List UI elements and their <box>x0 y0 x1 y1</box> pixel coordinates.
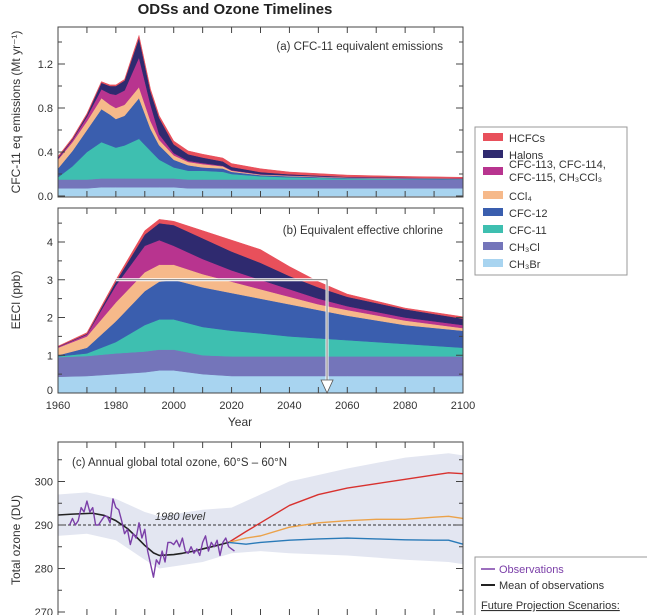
panel-c-ylabel: Total ozone (DU) <box>9 495 23 585</box>
panel-a-ylabel: CFC-11 eq emissions (Mt yr⁻¹) <box>9 31 23 194</box>
y-tick-label: 300 <box>35 477 53 489</box>
y-tick-label: 0.0 <box>38 191 53 203</box>
line-blue-scenario <box>228 537 464 545</box>
reference-line-label: 1980 level <box>155 511 206 523</box>
y-tick-label: 4 <box>47 237 53 249</box>
y-tick-label: 270 <box>35 607 53 615</box>
legend-label-ccl4: CCl₄ <box>509 191 532 203</box>
legend-observations-label: Observations <box>499 564 564 576</box>
legend-swatch-cfc-11 <box>483 225 503 233</box>
ozone-legend: Observations Mean of observations Future… <box>474 556 647 615</box>
area-ch3cl <box>57 178 464 189</box>
y-tick-label: 2 <box>47 313 53 325</box>
legend-mean-label: Mean of observations <box>499 580 605 592</box>
panel-b-eecl: 0 1 2 3 4 1960 1980 2000 2020 2040 2060 2080 2100 <box>46 207 475 412</box>
arrowhead-icon <box>320 379 334 394</box>
x-tick-label: 2020 <box>219 400 243 412</box>
y-tick-label: 0.8 <box>38 103 53 115</box>
x-tick-label: 2040 <box>277 400 301 412</box>
line-mean <box>57 512 229 557</box>
x-tick-label: 2080 <box>393 400 417 412</box>
panel-b-title: (b) Equivalent effective chlorine <box>283 225 443 237</box>
y-tick-label: 3 <box>47 275 53 287</box>
line-red-scenario <box>228 472 464 543</box>
panel-a-title: (a) CFC-11 equivalent emissions <box>276 41 443 53</box>
panel-a-emissions: 0.0 0.4 0.8 1.2 <box>38 26 464 203</box>
legend-label-cfc-113-group-line2: CFC-115, CH₃CCl₃ <box>509 172 602 184</box>
legend-label-ch3br: CH₃Br <box>509 259 541 271</box>
x-tick-label: 2060 <box>335 400 359 412</box>
legend-label-cfc-12: CFC-12 <box>509 208 548 220</box>
x-tick-label: 2100 <box>451 400 475 412</box>
legend-label-cfc-113-group: CFC-113, CFC-114, <box>509 159 606 171</box>
legend-label-ch3cl: CH₃Cl <box>509 242 540 254</box>
legend-swatch-halons <box>483 150 503 158</box>
panel-c-title: (c) Annual global total ozone, 60°S – 60… <box>72 457 287 469</box>
panel-b-ylabel: EECl (ppb) <box>9 271 23 330</box>
panel-b-xlabel: Year <box>228 415 252 429</box>
legend-swatch-cfc-113-group <box>483 167 503 175</box>
figure-title: ODSs and Ozone Timelines <box>138 1 333 18</box>
legend-swatch-hcfcs <box>483 133 503 141</box>
legend-scenarios-heading: Future Projection Scenarios: <box>481 600 620 612</box>
y-tick-label: 1 <box>47 350 53 362</box>
legend-swatch-cfc-12 <box>483 208 503 216</box>
uncertainty-band <box>58 453 463 569</box>
line-orange-scenario <box>228 515 464 544</box>
line-observations <box>68 498 235 578</box>
legend-label-hcfcs: HCFCs <box>509 133 546 145</box>
legend-swatch-ccl4 <box>483 191 503 199</box>
x-tick-label: 1980 <box>104 400 128 412</box>
legend-swatch-ch3br <box>483 259 503 267</box>
y-tick-label: 1.2 <box>38 59 53 71</box>
legend-label-halons: Halons <box>509 150 544 162</box>
x-tick-label: 2000 <box>161 400 185 412</box>
eecl-1980-level-arrow <box>115 279 328 381</box>
legend-label-cfc-11: CFC-11 <box>509 225 547 237</box>
y-tick-label: 280 <box>35 564 53 576</box>
y-tick-label: 290 <box>35 520 53 532</box>
y-tick-label: 0.4 <box>38 147 53 159</box>
y-tick-label: 0 <box>47 385 53 397</box>
panel-c-ozone: 1980 level 270 280 290 300 <box>35 441 464 615</box>
legend-swatch-ch3cl <box>483 242 503 250</box>
x-tick-label: 1960 <box>46 400 70 412</box>
